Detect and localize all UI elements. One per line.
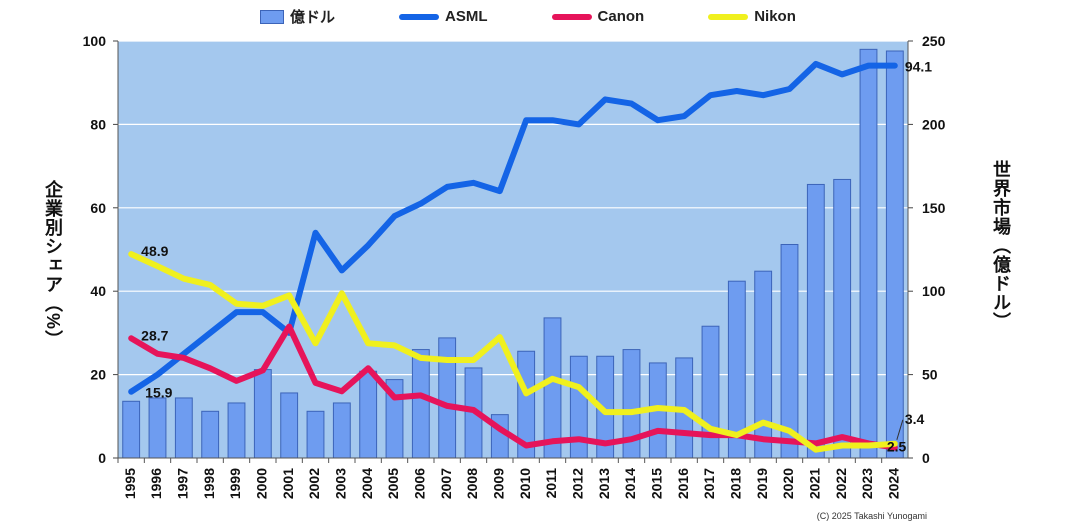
x-tick-label: 2014 [622,468,638,499]
data-label-canon: 28.7 [141,327,168,343]
bar [701,325,720,459]
left-tick-label: 100 [83,33,107,49]
right-tick-label: 200 [922,116,946,132]
legend-item-asml: ASML [399,6,488,27]
x-tick-label: 2018 [728,468,744,499]
x-tick-label: 2005 [385,468,401,499]
bar [859,48,878,459]
bar [438,337,457,459]
legend-canon-label: Canon [597,8,645,25]
x-tick-label: 2021 [807,468,823,499]
x-tick-label: 1996 [148,468,164,499]
right-tick-label: 50 [922,367,938,383]
x-tick-label: 2011 [543,468,559,499]
x-tick-label: 1995 [122,468,138,499]
x-tick-label: 2010 [517,468,533,499]
bar [806,183,825,459]
bar [833,178,852,459]
x-tick-label: 2015 [649,468,665,499]
left-tick-label: 20 [90,367,106,383]
plot-area [118,41,908,458]
legend-nikon-label: Nikon [754,8,796,25]
x-tick-label: 2013 [596,468,612,499]
x-tick-label: 2008 [464,468,480,499]
x-tick-label: 1997 [175,468,191,499]
bar [754,270,773,459]
bar [543,317,562,459]
legend-asml-label: ASML [445,8,488,25]
legend-asml-swatch [399,13,440,20]
legend-item-canon: Canon [551,6,645,27]
x-tick-label: 2024 [886,468,902,499]
right-tick-label: 100 [922,283,946,299]
left-tick-label: 80 [90,116,106,132]
data-label-nikon: 48.9 [141,243,168,259]
left-tick-label: 60 [90,200,106,216]
x-tick-label: 2001 [280,468,296,499]
x-tick-label: 2023 [859,468,875,499]
callout-line [896,419,904,440]
x-tick-label: 2004 [359,468,375,499]
bar [411,349,430,459]
legend: 億ドル ASML Canon Nikon [260,6,860,27]
x-tick-label: 2000 [254,468,270,499]
data-label-canon: 2.5 [887,439,907,455]
x-tick-label: 2016 [675,468,691,499]
right-tick-label: 250 [922,33,946,49]
series-line-canon [128,323,898,451]
x-tick-label: 2012 [570,468,586,499]
series-line-asml [128,60,898,395]
x-tick-label: 2019 [754,468,770,499]
legend-bar-swatch [260,9,284,24]
x-tick-label: 2003 [333,468,349,499]
series-line-nikon [128,251,898,453]
left-axis-label: 企業別シェア（%） [43,180,63,350]
right-tick-label: 150 [922,200,946,216]
x-tick-label: 2006 [412,468,428,499]
bar [332,402,351,459]
legend-item-bar: 億ドル [260,6,335,27]
bar [280,392,299,459]
bar [148,397,167,459]
bar [359,370,378,459]
right-axis-label: 世界市場（億ドル） [991,160,1011,331]
legend-canon-swatch [551,13,592,20]
bar [306,410,325,459]
left-tick-label: 0 [98,450,106,466]
x-tick-label: 2020 [780,468,796,499]
bar [201,410,220,459]
left-tick-label: 40 [90,283,106,299]
x-tick-label: 1999 [227,468,243,499]
x-tick-label: 2009 [491,468,507,499]
copyright: (C) 2025 Takashi Yunogami [816,511,927,521]
legend-nikon-swatch [708,13,749,20]
x-tick-label: 2002 [306,468,322,499]
right-tick-label: 0 [922,450,930,466]
data-label-asml: 15.9 [145,385,172,401]
bar [122,400,141,459]
bar [885,50,904,459]
data-label-nikon: 3.4 [905,411,925,427]
legend-item-nikon: Nikon [708,6,796,27]
legend-bar-label: 億ドル [290,9,336,26]
x-tick-label: 2007 [438,468,454,499]
bar [227,402,246,459]
x-tick-label: 1998 [201,468,217,499]
bar [174,397,193,459]
x-tick-label: 2017 [701,468,717,499]
x-tick-label: 2022 [833,468,849,499]
data-label-asml: 94.1 [905,59,932,75]
bar [253,369,272,459]
